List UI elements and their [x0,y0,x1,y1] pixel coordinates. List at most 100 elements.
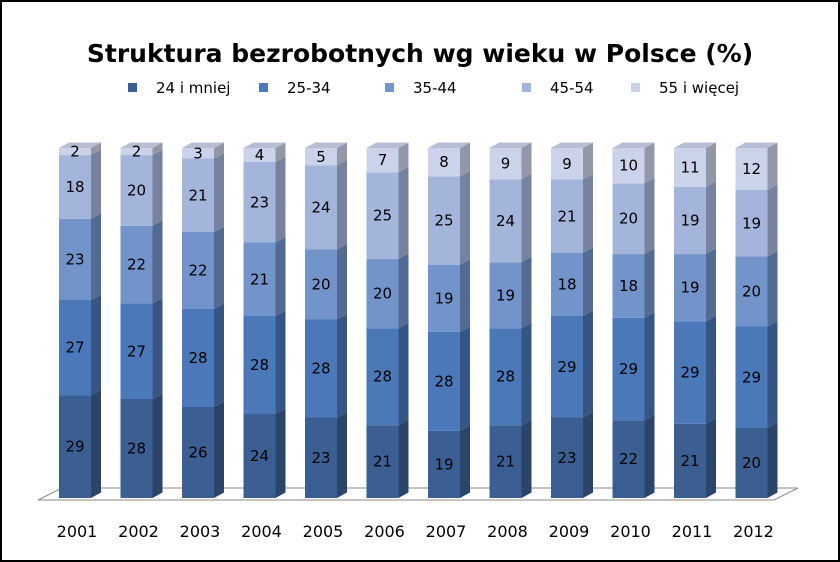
bar-segment [428,148,460,177]
bar-segment [182,407,214,498]
bar-column: 22 29 18 20 10 [612,142,655,498]
bar-column: 21 28 20 25 7 [366,142,409,498]
bar-segment-side [521,322,532,426]
bar-segment [305,148,337,166]
data-label: 11 [680,158,699,176]
floor-plane [37,487,799,501]
data-label: 2 [132,143,142,161]
bar-segment [305,249,337,320]
bar-segment [489,328,522,426]
bar-top [735,142,778,148]
bar-segment-side [214,226,224,309]
x-tick-label: 2009 [549,522,590,541]
bar-segment [59,395,91,498]
bar-segment [428,430,460,498]
bar-segment [735,326,768,428]
bar-top [674,142,716,148]
x-tick-label: 2001 [57,522,98,541]
legend-label: 55 i więcej [659,79,739,97]
bar-top [489,142,532,148]
bar-segment-side [275,237,286,316]
data-label: 29 [742,368,761,386]
data-label: 20 [373,285,392,303]
bar-segment-side [91,149,101,219]
bar-segment-side [460,326,470,431]
bar-segment [551,316,583,418]
chart-floor [37,487,799,501]
data-label: 19 [680,279,699,297]
bar-segment-side [583,310,593,418]
data-label: 19 [434,289,453,307]
bar-segment [243,316,276,414]
legend-item: 45-54 [522,79,594,97]
bar-segment [489,262,522,329]
legend-item: 24 i mniej [128,79,230,97]
bar-segment-side [398,419,409,498]
bar-segment-side [214,153,224,232]
bar-segment-side [152,393,163,498]
data-label: 24 [496,212,515,230]
bar-segment [551,417,583,498]
bar-segment-side [460,259,470,332]
data-label: 22 [188,262,207,280]
data-label: 20 [619,210,638,228]
bar-segment [612,148,645,184]
bar-segment [243,148,276,162]
bar-segment [428,264,460,332]
legend-label: 35-44 [413,79,457,97]
x-axis-ticks: 2001 2002 2003 2004 2005 2006 2007 2008 2009 2010… [57,522,774,541]
bar-column: 28 27 22 20 2 [120,142,163,498]
bar-column: 20 29 20 19 12 [735,142,778,498]
bar-segment-side [644,414,655,498]
bar-segment [120,303,153,400]
bar-segment [428,176,460,265]
bar-segment [182,148,214,159]
bar-segment [674,186,706,255]
legend-item: 35-44 [385,79,457,97]
bar-column: 24 28 21 23 4 [243,142,286,498]
x-tick-label: 2002 [118,522,159,541]
data-label: 24 [250,447,269,465]
data-label: 20 [742,454,761,472]
data-label: 28 [311,360,330,378]
bar-segment-side [706,418,716,498]
bars: 2927231822827222022628222132428212342328… [59,142,778,498]
bar-top [612,142,655,148]
bar-segment [612,254,645,318]
legend-swatch [385,83,394,92]
data-label: 23 [65,250,84,268]
bar-segment [489,425,522,498]
bar-segment-side [767,251,778,327]
bar-segment-side [767,321,778,428]
legend-item: 25-34 [259,79,331,97]
data-label: 8 [439,153,449,171]
bar-segment-side [521,173,532,263]
bar-segment [428,331,460,431]
bar-segment [59,218,91,301]
data-label: 19 [434,455,453,473]
data-label: 22 [127,256,146,274]
data-label: 21 [496,453,515,471]
bar-segment [243,242,276,316]
bar-segment-side [152,220,163,304]
bar-top [305,142,347,148]
data-label: 28 [434,372,453,390]
legend-swatch [631,83,640,92]
bar-segment-side [275,142,286,162]
bar-segment [120,399,153,498]
bar-segment-side [460,425,470,498]
data-label: 2 [70,143,80,161]
data-label: 9 [501,155,511,173]
data-label: 25 [373,207,392,225]
data-label: 28 [127,440,146,458]
bar-segment-side [706,248,716,322]
bar-segment-side [214,303,224,407]
bar-segment-side [91,142,101,156]
bar-segment [243,414,276,498]
data-label: 4 [255,146,265,164]
data-label: 28 [496,368,515,386]
bar-segment [674,321,706,424]
data-label: 7 [378,151,388,169]
bar-segment-side [214,401,224,498]
bar-segment [366,172,399,259]
